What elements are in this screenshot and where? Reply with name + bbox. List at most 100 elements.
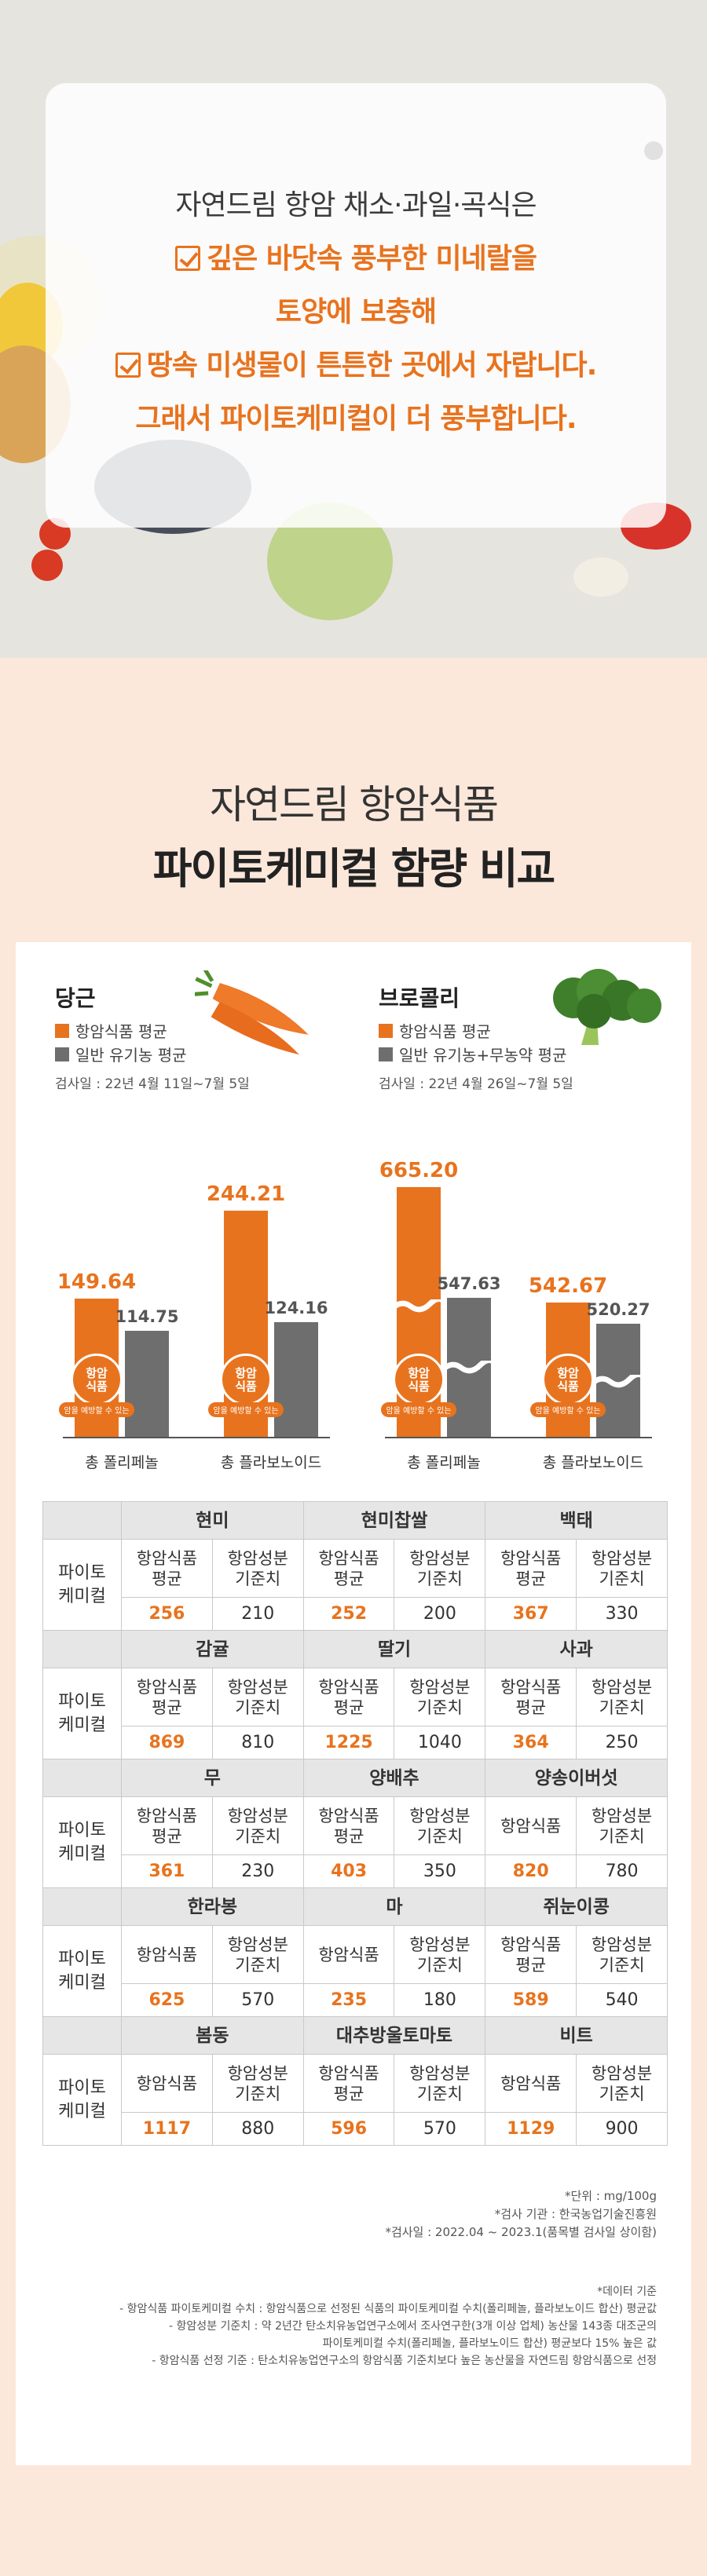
data-label-organic: 547.63 xyxy=(437,1273,501,1293)
table-value-row: 361 230 403 350 820 780 xyxy=(43,1854,668,1888)
note-unit: *단위 : mg/100g xyxy=(564,2189,657,2203)
product-name-cell: 사과 xyxy=(485,1630,668,1668)
badge-text: 항암 xyxy=(557,1366,579,1380)
table-head-row: 현미 현미찹쌀 백태 xyxy=(42,1501,668,1540)
table-corner-cell xyxy=(42,2016,122,2055)
standard-value-cell: 900 xyxy=(576,2112,668,2146)
badge-text: 항암 xyxy=(86,1366,108,1380)
anticancer-label-cell: 항암식품 xyxy=(485,2054,577,2113)
anticancer-label-cell: 항암식품 평균 xyxy=(302,1796,395,1855)
phytochemical-row-label: 파이토 케미컬 xyxy=(42,1539,122,1631)
section-title: 자연드림 항암식품 xyxy=(210,782,499,828)
table-label-row: 파이토 케미컬 항암식품 평균 항암성분 기준치 항암식품 평균 항암성분 기준치 항암식품 평균 항암… xyxy=(42,1668,668,1759)
phytochemical-row-label: 파이토 케미컬 xyxy=(42,1925,122,2017)
broccoli-chart: 665.20 547.63 항암 식품 암을 예방할 수 있는 총 폴리페놀 542.67 5… xyxy=(369,1138,668,1484)
anticancer-label-cell: 항암식품 xyxy=(121,1925,213,1984)
anticancer-label-cell: 항암식품 평균 xyxy=(121,1796,213,1855)
table-corner-cell xyxy=(42,1630,122,1668)
bar-organic xyxy=(125,1330,169,1437)
section-subtitle: 파이토케미컬 함량 비교 xyxy=(152,844,555,893)
chart-baseline xyxy=(63,1437,330,1438)
badge-text: 항암 xyxy=(408,1366,430,1380)
legend-swatch-orange xyxy=(55,1023,69,1038)
category-label: 총 폴리페놀 xyxy=(407,1454,481,1471)
anticancer-badge-sub: 암을 예방할 수 있는 xyxy=(208,1402,284,1417)
standard-value-cell: 230 xyxy=(211,1854,304,1888)
product-name-cell: 대추방울토마토 xyxy=(302,2016,486,2055)
product-name-cell: 봄동 xyxy=(121,2016,304,2055)
anticancer-label-cell: 항암식품 평균 xyxy=(485,1668,577,1726)
product-name-cell: 양배추 xyxy=(302,1759,486,1797)
axis-break-wave xyxy=(592,1374,645,1387)
standard-value-cell: 780 xyxy=(576,1854,668,1888)
hero-line-2-text: 깊은 바닷속 풍부한 미네랄을 xyxy=(206,243,537,275)
data-label-anticancer: 665.20 xyxy=(379,1158,459,1182)
anticancer-label-cell: 항암식품 평균 xyxy=(485,1539,577,1598)
standard-value-cell: 540 xyxy=(576,1983,668,2017)
standard-value-cell: 570 xyxy=(211,1983,304,2017)
anticancer-badge-sub: 암을 예방할 수 있는 xyxy=(530,1402,606,1417)
standard-value-cell: 880 xyxy=(211,2112,304,2146)
note-basis-1: - 항암식품 파이토케미컬 수치 : 항암식품으로 선정된 식품의 파이토케미컬… xyxy=(119,2303,657,2315)
phytochemical-row-label: 파이토 케미컬 xyxy=(42,1796,122,1888)
badge-text: 식품 xyxy=(235,1379,257,1394)
product-name-cell: 무 xyxy=(121,1759,304,1797)
product-name-cell: 딸기 xyxy=(302,1630,486,1668)
hero-line-5: 그래서 파이토케미컬이 더 풍부합니다. xyxy=(135,403,577,435)
anticancer-value-cell: 589 xyxy=(485,1983,577,2017)
table-corner-cell xyxy=(42,1887,122,1926)
anticancer-label-cell: 항암식품 평균 xyxy=(121,1539,213,1598)
table-head-row: 감귤 딸기 사과 xyxy=(42,1630,668,1668)
standard-label-cell: 항암성분 기준치 xyxy=(394,1668,486,1726)
badge-text: 식품 xyxy=(557,1379,579,1394)
standard-value-cell: 200 xyxy=(394,1597,486,1631)
legend-swatch-gray xyxy=(55,1047,69,1061)
legend-label: 일반 유기농+무농약 평균 xyxy=(399,1046,567,1065)
note-basis-title: *데이터 기준 xyxy=(597,2286,657,2298)
standard-value-cell: 1040 xyxy=(394,1726,486,1759)
anticancer-label-cell: 항암식품 평균 xyxy=(121,1668,213,1726)
anticancer-value-cell: 625 xyxy=(121,1983,213,2017)
standard-value-cell: 810 xyxy=(211,1726,304,1759)
data-label-organic: 520.27 xyxy=(586,1299,650,1319)
note-agency: *검사 기관 : 한국농업기술진흥원 xyxy=(494,2207,657,2221)
standard-value-cell: 250 xyxy=(576,1726,668,1759)
hero-line-2: 깊은 바닷속 풍부한 미네랄을 xyxy=(46,236,666,276)
badge-text: 식품 xyxy=(86,1379,108,1394)
product-name-cell: 현미찹쌀 xyxy=(302,1501,486,1540)
note-basis-2a: - 항암성분 기준치 : 약 2년간 탄소치유농업연구소에서 조사연구한(3개 … xyxy=(169,2320,657,2333)
standard-value-cell: 210 xyxy=(211,1597,304,1631)
anticancer-label-cell: 항암식품 xyxy=(121,2054,213,2113)
note-date: *검사일 : 2022.04 ~ 2023.1(품목별 검사일 상이함) xyxy=(385,2225,657,2239)
comparison-table: 현미 현미찹쌀 백태 파이토 케미컬 항암식품 평균 항암성분 기준치 항암식품 평균 항암성분 기준치… xyxy=(42,1501,668,2146)
notes-basis: *데이터 기준 - 항암식품 파이토케미컬 수치 : 항암식품으로 선정된 식품… xyxy=(119,2283,657,2370)
badge-text: 식품 xyxy=(408,1379,430,1394)
comparison-panel: 당근 항암식품 평균 일반 유기농 평균 검사일 : 22년 4월 11일~7월… xyxy=(16,942,691,2465)
axis-break-wave xyxy=(392,1299,445,1313)
product-name-cell: 백태 xyxy=(485,1501,668,1540)
table-head-row: 봄동 대추방울토마토 비트 xyxy=(42,2016,668,2055)
data-label-organic: 114.75 xyxy=(115,1306,179,1326)
data-label-anticancer: 542.67 xyxy=(528,1273,608,1298)
broccoli-legend-b: 일반 유기농+무농약 평균 xyxy=(379,1043,566,1065)
phytochemical-row-label: 파이토 케미컬 xyxy=(42,1668,122,1759)
garlic-shape xyxy=(573,557,628,597)
anticancer-badge: 항암 식품 xyxy=(71,1354,123,1405)
phytochemical-row-label: 파이토 케미컬 xyxy=(42,2054,122,2146)
anticancer-badge-sub: 암을 예방할 수 있는 xyxy=(59,1402,134,1417)
table-head-row: 한라봉 마 쥐눈이콩 xyxy=(42,1887,668,1926)
standard-label-cell: 항암성분 기준치 xyxy=(211,2054,304,2113)
anticancer-value-cell: 256 xyxy=(121,1597,213,1631)
note-basis-2b: 파이토케미컬 수치(폴리페놀, 플라보노이드 합산) 평균보다 15% 높은 값 xyxy=(322,2337,657,2350)
bar-organic xyxy=(274,1321,318,1437)
anticancer-badge: 항암 식품 xyxy=(542,1354,594,1405)
standard-label-cell: 항암성분 기준치 xyxy=(576,1539,668,1598)
carrot-icon xyxy=(195,970,309,1055)
badge-text: 항암 xyxy=(235,1366,257,1380)
anticancer-label-cell: 항암식품 xyxy=(302,1925,395,1984)
check-icon xyxy=(115,353,141,378)
product-name-cell: 마 xyxy=(302,1887,486,1926)
hero-card xyxy=(46,83,666,528)
category-label: 총 폴리페놀 xyxy=(85,1454,159,1471)
anticancer-value-cell: 252 xyxy=(302,1597,395,1631)
